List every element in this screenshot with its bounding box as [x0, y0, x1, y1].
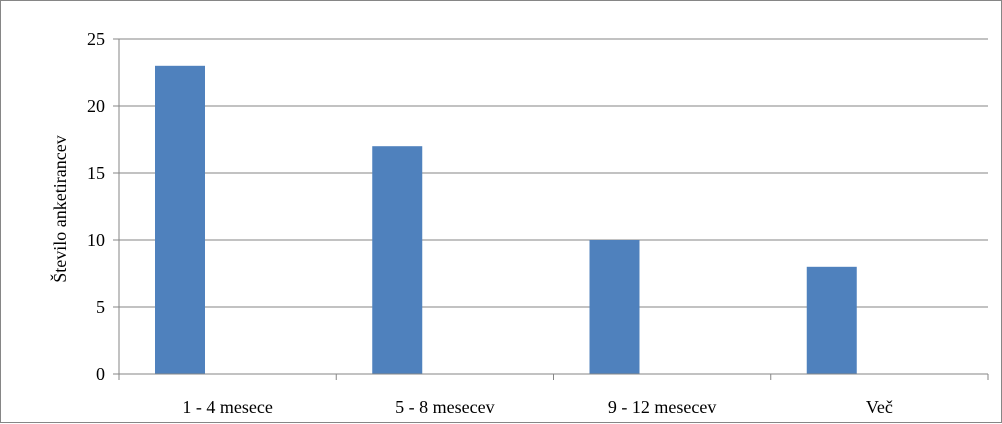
x-tick-label: 9 - 12 mesecev	[608, 397, 716, 417]
x-tick-labels: 1 - 4 mesece 5 - 8 mesecev 9 - 12 mesecev V…	[182, 397, 892, 417]
y-tick-label: 15	[87, 163, 105, 183]
y-axis-title: Število anketirancev	[49, 135, 70, 282]
bars	[155, 65, 857, 375]
x-tick-label: Več	[866, 397, 893, 417]
axes	[113, 38, 989, 380]
y-tick-labels: 0 5 10 15 20 25	[87, 29, 105, 384]
bar	[589, 240, 640, 374]
bar	[155, 65, 205, 375]
y-tick-label: 25	[87, 29, 105, 49]
x-tick-label: 5 - 8 mesecev	[395, 397, 494, 417]
gridlines	[119, 38, 988, 308]
y-tick-label: 10	[87, 230, 105, 250]
y-tick-label: 20	[87, 96, 105, 116]
bar	[806, 266, 857, 374]
y-tick-label: 0	[96, 364, 105, 384]
bar	[372, 146, 423, 374]
y-tick-label: 5	[96, 297, 105, 317]
x-tick-label: 1 - 4 mesece	[182, 397, 272, 417]
